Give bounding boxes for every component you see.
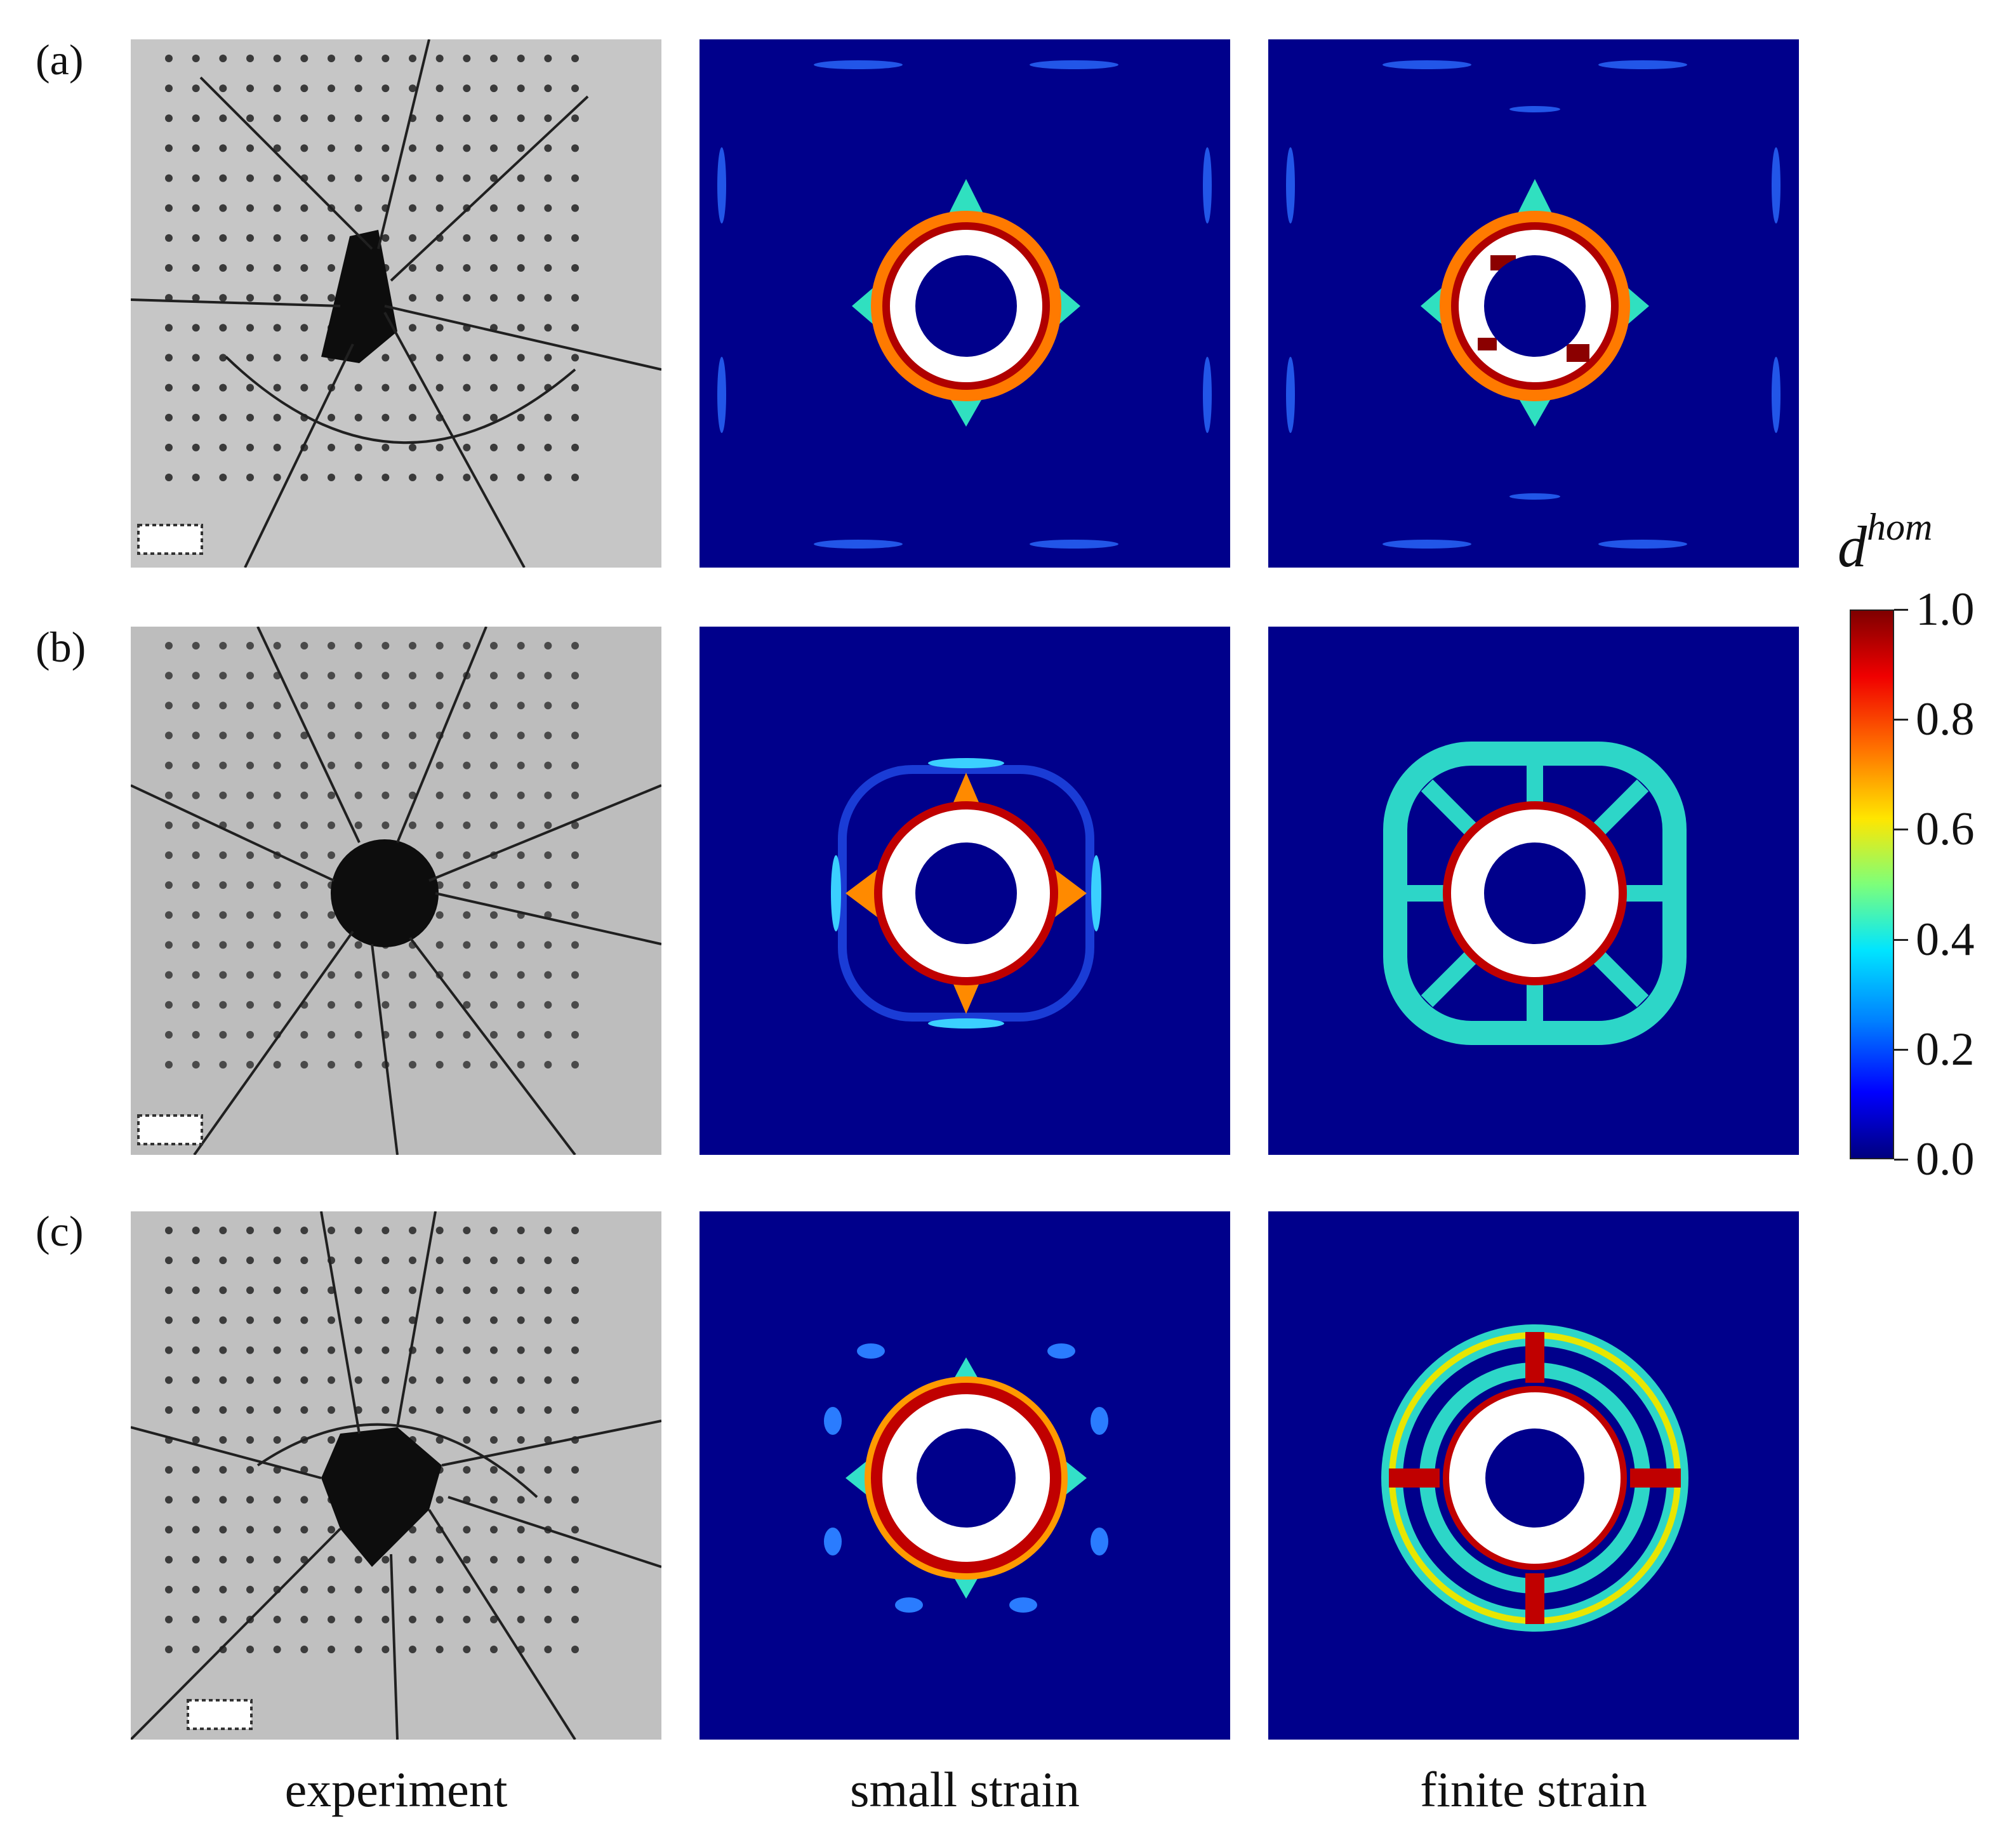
specimen-id-tag — [187, 1699, 253, 1730]
satellite-damage-spots — [824, 1343, 1108, 1613]
central-hole — [1484, 842, 1586, 944]
experiment-panel-b — [131, 627, 661, 1155]
column-label-small-strain: small strain — [850, 1762, 1080, 1817]
colorbar-symbol: d — [1838, 514, 1867, 579]
row-label-a: (a) — [36, 36, 84, 84]
perforation-hole — [331, 839, 439, 947]
experiment-panel-a — [131, 39, 661, 568]
radial-damage-bridges — [1389, 1332, 1681, 1624]
colorbar-tick-label: 0.0 — [1916, 1133, 1975, 1185]
colorbar-tick — [1894, 1159, 1908, 1161]
central-hole — [917, 1428, 1016, 1528]
row-label-b: (b) — [36, 623, 86, 671]
edge-damage-bands — [1286, 60, 1781, 549]
experiment-panel-c — [131, 1211, 661, 1740]
central-hole — [1485, 1428, 1584, 1528]
colorbar — [1850, 609, 1894, 1159]
finite-strain-panel-a — [1268, 39, 1799, 568]
colorbar-tick-label: 0.8 — [1916, 693, 1975, 746]
finite-strain-panel-c — [1268, 1211, 1799, 1740]
damage-field-finite-strain-b — [1268, 627, 1799, 1155]
colorbar-tick-label: 0.6 — [1916, 803, 1975, 856]
damage-field-finite-strain-c — [1268, 1211, 1799, 1740]
colorbar-tick-label: 0.4 — [1916, 913, 1975, 966]
outer-damage-frame — [838, 765, 1094, 1022]
central-hole — [1484, 255, 1586, 357]
crack-network — [131, 39, 661, 568]
damage-field-finite-strain-a — [1268, 39, 1799, 568]
column-label-experiment: experiment — [284, 1762, 508, 1817]
colorbar-title: dhom — [1838, 508, 1932, 576]
cracked-specimen-image — [131, 627, 661, 1155]
damage-field-small-strain-a — [700, 39, 1230, 568]
central-hole — [915, 842, 1017, 944]
marker-dot-grid — [165, 55, 579, 481]
cracked-specimen-image — [131, 39, 661, 568]
colorbar-tick-label: 0.2 — [1916, 1023, 1975, 1075]
perforation-hole — [321, 1427, 442, 1567]
damage-field-small-strain-c — [700, 1211, 1230, 1740]
small-strain-panel-b — [700, 627, 1230, 1155]
colorbar-tick — [1894, 609, 1908, 611]
edge-damage-bands — [717, 60, 1212, 549]
damage-field-small-strain-b — [700, 627, 1230, 1155]
colorbar-tick — [1894, 938, 1908, 941]
crack-network — [131, 627, 661, 1155]
perforation-hole — [321, 230, 397, 363]
colorbar-tick — [1894, 719, 1908, 721]
small-strain-panel-c — [700, 1211, 1230, 1740]
central-hole — [915, 255, 1017, 357]
specimen-id-tag — [137, 1114, 203, 1145]
cracked-specimen-image — [131, 1211, 661, 1740]
finite-strain-panel-b — [1268, 627, 1799, 1155]
edge-damage-bands — [831, 758, 1101, 1029]
specimen-id-tag — [137, 524, 203, 555]
colorbar-tick — [1894, 1048, 1908, 1051]
colorbar-superscript: hom — [1867, 506, 1933, 548]
crack-network — [131, 1211, 661, 1740]
colorbar-tick — [1894, 829, 1908, 831]
colorbar-tick-label: 1.0 — [1916, 583, 1975, 636]
small-strain-panel-a — [700, 39, 1230, 568]
row-label-c: (c) — [36, 1207, 84, 1255]
column-label-finite-strain: finite strain — [1420, 1762, 1647, 1817]
